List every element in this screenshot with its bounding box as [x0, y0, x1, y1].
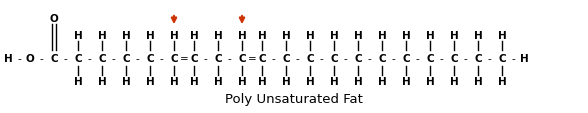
- Text: H: H: [353, 76, 362, 86]
- Text: H: H: [4, 54, 12, 63]
- Text: =: =: [248, 54, 256, 63]
- Text: H: H: [98, 76, 106, 86]
- Text: H: H: [282, 76, 290, 86]
- Text: O: O: [26, 54, 34, 63]
- Text: H: H: [258, 31, 266, 41]
- Text: H: H: [473, 31, 482, 41]
- Text: H: H: [450, 76, 459, 86]
- Text: -: -: [391, 54, 395, 63]
- Text: -: -: [439, 54, 443, 63]
- Text: H: H: [213, 76, 222, 86]
- Text: H: H: [402, 31, 410, 41]
- Text: H: H: [497, 76, 506, 86]
- Text: C: C: [122, 54, 130, 63]
- Text: H: H: [330, 76, 338, 86]
- Text: H: H: [74, 76, 82, 86]
- Text: -: -: [511, 54, 515, 63]
- Text: C: C: [50, 54, 58, 63]
- Text: C: C: [146, 54, 154, 63]
- Text: -: -: [39, 54, 43, 63]
- Text: H: H: [169, 76, 178, 86]
- Text: H: H: [146, 76, 155, 86]
- Text: -: -: [227, 54, 231, 63]
- Text: C: C: [170, 54, 178, 63]
- Text: -: -: [295, 54, 299, 63]
- Text: -: -: [111, 54, 115, 63]
- Text: C: C: [238, 54, 246, 63]
- Text: H: H: [169, 31, 178, 41]
- Text: C: C: [258, 54, 266, 63]
- Text: -: -: [203, 54, 207, 63]
- Text: H: H: [98, 31, 106, 41]
- Text: -: -: [487, 54, 491, 63]
- Text: H: H: [402, 76, 410, 86]
- Text: C: C: [426, 54, 434, 63]
- Text: -: -: [463, 54, 467, 63]
- Text: C: C: [306, 54, 314, 63]
- Text: H: H: [238, 31, 246, 41]
- Text: H: H: [353, 31, 362, 41]
- Text: H: H: [306, 76, 315, 86]
- Text: H: H: [473, 76, 482, 86]
- Text: H: H: [122, 31, 131, 41]
- Text: H: H: [497, 31, 506, 41]
- Text: -: -: [271, 54, 275, 63]
- Text: C: C: [190, 54, 198, 63]
- Text: C: C: [282, 54, 290, 63]
- Text: C: C: [498, 54, 506, 63]
- Text: =: =: [179, 54, 188, 63]
- Text: C: C: [450, 54, 458, 63]
- Text: C: C: [98, 54, 106, 63]
- Text: C: C: [474, 54, 482, 63]
- Text: -: -: [63, 54, 67, 63]
- Text: H: H: [450, 31, 459, 41]
- Text: C: C: [214, 54, 222, 63]
- Text: C: C: [74, 54, 82, 63]
- Text: -: -: [415, 54, 419, 63]
- Text: -: -: [343, 54, 347, 63]
- Text: H: H: [377, 76, 386, 86]
- Text: H: H: [189, 76, 198, 86]
- Text: H: H: [213, 31, 222, 41]
- Text: H: H: [122, 76, 131, 86]
- Text: H: H: [74, 31, 82, 41]
- Text: -: -: [17, 54, 21, 63]
- Text: -: -: [87, 54, 91, 63]
- Text: C: C: [354, 54, 362, 63]
- Text: Poly Unsaturated Fat: Poly Unsaturated Fat: [225, 92, 363, 105]
- Text: C: C: [330, 54, 338, 63]
- Text: H: H: [189, 31, 198, 41]
- Text: H: H: [520, 54, 529, 63]
- Text: O: O: [49, 14, 58, 24]
- Text: H: H: [426, 76, 435, 86]
- Text: H: H: [426, 31, 435, 41]
- Text: C: C: [378, 54, 386, 63]
- Text: H: H: [377, 31, 386, 41]
- Text: -: -: [367, 54, 371, 63]
- Text: H: H: [146, 31, 155, 41]
- Text: H: H: [330, 31, 338, 41]
- Text: H: H: [258, 76, 266, 86]
- Text: H: H: [306, 31, 315, 41]
- Text: C: C: [402, 54, 410, 63]
- Text: H: H: [238, 76, 246, 86]
- Text: -: -: [159, 54, 163, 63]
- Text: H: H: [282, 31, 290, 41]
- Text: -: -: [319, 54, 323, 63]
- Text: -: -: [135, 54, 139, 63]
